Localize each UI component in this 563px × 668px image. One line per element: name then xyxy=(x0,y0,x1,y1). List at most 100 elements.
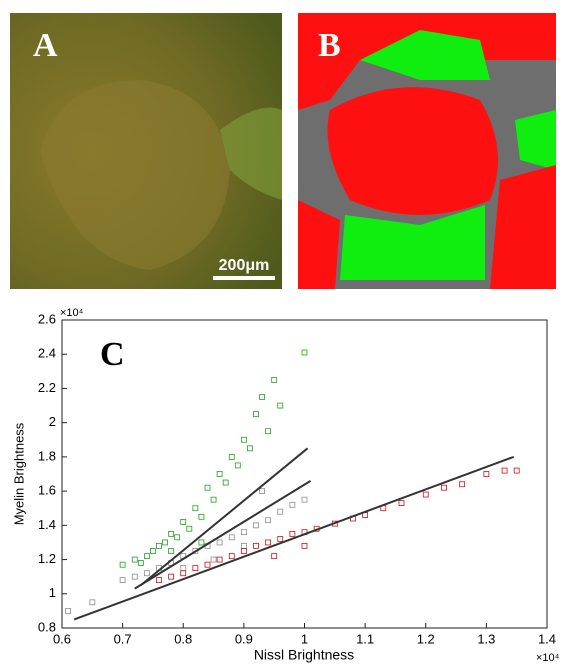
region xyxy=(220,107,282,200)
point xyxy=(483,471,490,477)
y-tick-label: 2.2 xyxy=(38,380,56,395)
panel-label: B xyxy=(318,27,341,64)
y-tick-label: 0.8 xyxy=(38,619,56,634)
point xyxy=(143,570,150,577)
point xyxy=(156,542,162,549)
point xyxy=(168,573,175,580)
point xyxy=(216,539,223,546)
x-tick-label: 1.3 xyxy=(477,631,495,646)
point xyxy=(216,556,223,563)
point xyxy=(168,548,175,554)
x-tick-label: 1 xyxy=(301,631,308,646)
x-axis-label: Nissl Brightness xyxy=(254,647,354,663)
point xyxy=(253,411,259,418)
panel-label: A xyxy=(33,27,58,64)
x-tick-label: 0.7 xyxy=(114,631,132,646)
point xyxy=(65,607,71,614)
point xyxy=(180,570,187,577)
point xyxy=(513,467,520,474)
point xyxy=(265,517,272,524)
point xyxy=(198,513,205,520)
scale-bar-label: 200μm xyxy=(219,257,270,274)
panel-b: B xyxy=(298,13,556,289)
point xyxy=(119,561,126,568)
scale-bar xyxy=(213,276,275,280)
point xyxy=(265,539,272,546)
point xyxy=(459,481,466,488)
point xyxy=(277,508,284,515)
region xyxy=(490,165,556,289)
point xyxy=(222,479,229,486)
point xyxy=(192,505,199,512)
point xyxy=(216,471,223,477)
point xyxy=(277,536,284,542)
point xyxy=(301,542,308,549)
point xyxy=(301,349,308,356)
point xyxy=(422,491,429,498)
point xyxy=(228,453,235,460)
scatter-chart: C Nissl Brightness Myelin Brightness ×10… xyxy=(11,307,560,664)
point xyxy=(156,577,162,583)
region xyxy=(360,30,490,80)
point xyxy=(168,530,175,537)
point xyxy=(210,496,217,503)
point xyxy=(253,542,259,549)
point xyxy=(289,530,296,537)
point xyxy=(131,573,138,580)
panel-label: C xyxy=(100,336,125,373)
y-tick-label: 2.4 xyxy=(38,346,56,361)
point xyxy=(228,534,235,541)
y-axis-label: Myelin Brightness xyxy=(11,422,26,525)
region xyxy=(515,110,556,170)
fit-line xyxy=(73,455,515,621)
y-tick-label: 1.2 xyxy=(38,551,56,566)
point xyxy=(150,548,156,554)
panel-a: A 200μm xyxy=(10,13,282,289)
point xyxy=(240,529,247,536)
point xyxy=(271,553,278,560)
y-exponent: ×10⁴ xyxy=(60,307,84,319)
y-tick-label: 2 xyxy=(49,414,56,429)
point xyxy=(89,599,96,606)
y-tick-label: 1.8 xyxy=(38,448,56,463)
point xyxy=(137,560,144,566)
point xyxy=(247,445,253,452)
x-tick-label: 1.4 xyxy=(538,631,556,646)
point xyxy=(186,525,193,532)
point xyxy=(259,394,265,400)
point xyxy=(240,548,247,554)
x-tick-label: 0.6 xyxy=(53,631,71,646)
point xyxy=(234,462,241,469)
y-tick-label: 1.4 xyxy=(38,517,56,532)
point xyxy=(301,496,308,503)
point xyxy=(192,565,199,572)
x-tick-label: 0.9 xyxy=(235,631,253,646)
x-tick-label: 1.2 xyxy=(417,631,435,646)
point xyxy=(398,500,405,506)
y-tick-label: 2.6 xyxy=(38,311,56,326)
region xyxy=(327,87,498,215)
point xyxy=(119,577,126,583)
point xyxy=(210,556,217,563)
point xyxy=(265,428,272,435)
point xyxy=(228,553,235,560)
fit-line xyxy=(140,447,309,586)
point xyxy=(162,539,168,546)
point xyxy=(198,539,205,546)
y-tick-label: 1.6 xyxy=(38,483,56,498)
fit-line xyxy=(134,479,312,590)
point xyxy=(174,534,181,541)
y-tick-label: 1 xyxy=(49,585,56,600)
point xyxy=(180,519,187,525)
point xyxy=(253,522,259,529)
region xyxy=(40,80,230,270)
point xyxy=(204,561,211,568)
point xyxy=(271,376,278,383)
plot-frame xyxy=(61,319,548,629)
point xyxy=(501,467,508,474)
point xyxy=(240,436,247,443)
x-exponent: ×10⁴ xyxy=(536,652,560,663)
x-tick-label: 0.8 xyxy=(174,631,192,646)
x-tick-label: 1.1 xyxy=(356,631,374,646)
